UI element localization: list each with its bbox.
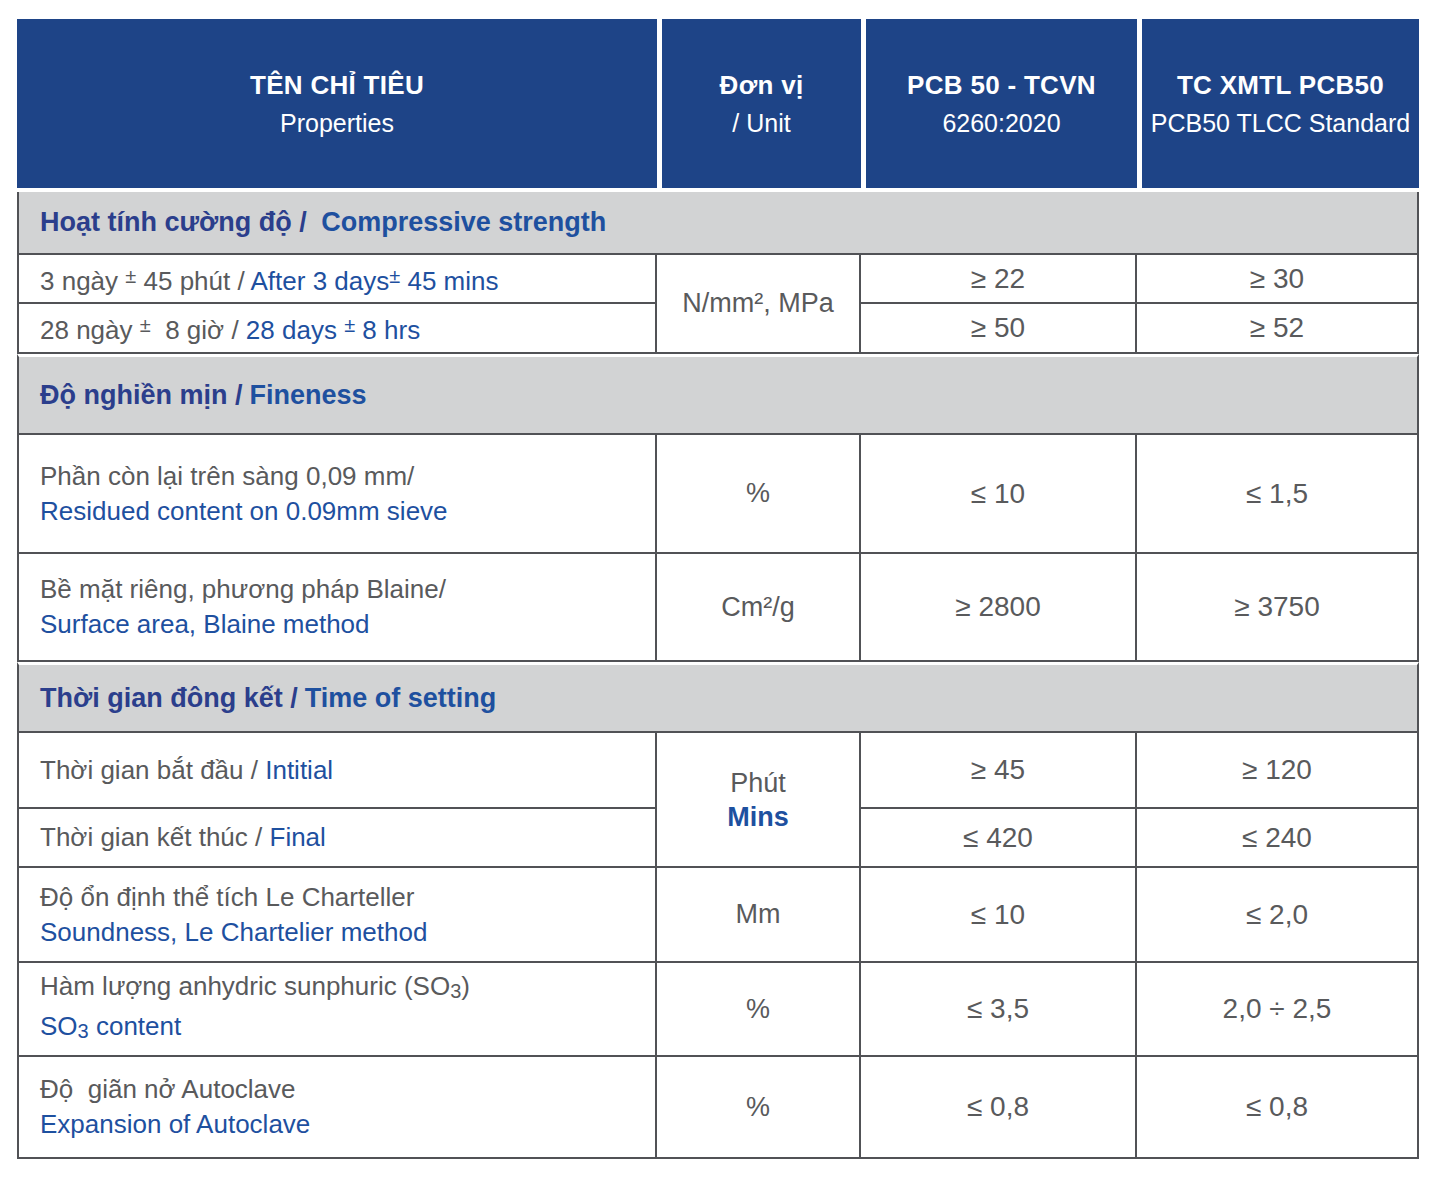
table-body: Hoạt tính cường độ / Compressive strengt… [17, 192, 1419, 1159]
section-strength-vn: Hoạt tính cường độ / [40, 207, 307, 237]
section-title-fineness: Độ nghiền mịn /Fineness [17, 354, 1419, 435]
value-autoclave-tcxmtl: ≤ 0,8 [1137, 1057, 1419, 1159]
row-setting-initial: Thời gian bắt đầu / Intitial Phút Mins ≥… [17, 733, 1419, 809]
unit-soundness: Mm [657, 868, 861, 963]
row-soundness: Độ ổn định thể tích Le Charteller Soundn… [17, 868, 1419, 963]
section-fineness-en: Fineness [250, 380, 367, 410]
value-setting-initial-pcb50: ≥ 45 [861, 733, 1137, 809]
unit-sieve: % [657, 435, 861, 554]
unit-so3: % [657, 963, 861, 1057]
value-strength-28days-tcxmtl: ≥ 52 [1137, 304, 1419, 354]
property-blaine-surface: Bề mặt riêng, phương pháp Blaine/ Surfac… [17, 554, 657, 662]
header-properties-vn: TÊN CHỈ TIÊU [250, 70, 424, 101]
section-setting-vn: Thời gian đông kết / [40, 683, 298, 713]
row-strength-3days: 3 ngày ± 45 phút / After 3 days± 45 mins… [17, 255, 1419, 304]
property-setting-initial: Thời gian bắt đầu / Intitial [17, 733, 657, 809]
property-setting-final: Thời gian kết thúc / Final [17, 809, 657, 868]
value-soundness-tcxmtl: ≤ 2,0 [1137, 868, 1419, 963]
cement-spec-table: TÊN CHỈ TIÊU Properties Đơn vị / Unit PC… [17, 19, 1419, 1159]
unit-setting-time: Phút Mins [657, 733, 861, 868]
unit-autoclave: % [657, 1057, 861, 1159]
value-setting-initial-tcxmtl: ≥ 120 [1137, 733, 1419, 809]
header-tcxmtl-sub: PCB50 TLCC Standard [1151, 109, 1410, 138]
header-unit-vn: Đơn vị [720, 70, 804, 101]
property-strength-28days: 28 ngày ± 8 giờ / 28 days ± 8 hrs [17, 304, 657, 354]
row-blaine-surface: Bề mặt riêng, phương pháp Blaine/ Surfac… [17, 554, 1419, 662]
value-autoclave-pcb50: ≤ 0,8 [861, 1057, 1137, 1159]
section-title-compressive-strength: Hoạt tính cường độ / Compressive strengt… [17, 192, 1419, 255]
property-strength-3days: 3 ngày ± 45 phút / After 3 days± 45 mins [17, 255, 657, 304]
section-row-compressive-strength: Hoạt tính cường độ / Compressive strengt… [17, 192, 1419, 255]
property-sieve-residue: Phần còn lại trên sàng 0,09 mm/ Residued… [17, 435, 657, 554]
header-cell-unit: Đơn vị / Unit [657, 19, 861, 188]
section-row-setting-time: Thời gian đông kết /Time of setting [17, 662, 1419, 733]
section-title-setting-time: Thời gian đông kết /Time of setting [17, 662, 1419, 733]
header-tcxmtl-title: TC XMTL PCB50 [1177, 70, 1384, 101]
value-sieve-pcb50: ≤ 10 [861, 435, 1137, 554]
property-soundness: Độ ổn định thể tích Le Charteller Soundn… [17, 868, 657, 963]
row-sieve-residue: Phần còn lại trên sàng 0,09 mm/ Residued… [17, 435, 1419, 554]
value-strength-28days-pcb50: ≥ 50 [861, 304, 1137, 354]
section-row-fineness: Độ nghiền mịn /Fineness [17, 354, 1419, 435]
section-setting-en: Time of setting [305, 683, 497, 713]
section-fineness-vn: Độ nghiền mịn / [40, 380, 243, 410]
header-unit-en: / Unit [732, 109, 790, 138]
section-strength-en: Compressive strength [314, 207, 607, 237]
value-soundness-pcb50: ≤ 10 [861, 868, 1137, 963]
header-pcb50-title: PCB 50 - TCVN [907, 70, 1096, 101]
row-autoclave-expansion: Độ giãn nở Autoclave Expansion of Autocl… [17, 1057, 1419, 1159]
header-cell-properties: TÊN CHỈ TIÊU Properties [17, 19, 657, 188]
value-setting-final-tcxmtl: ≤ 240 [1137, 809, 1419, 868]
value-blaine-pcb50: ≥ 2800 [861, 554, 1137, 662]
value-strength-3days-pcb50: ≥ 22 [861, 255, 1137, 304]
table-header-row: TÊN CHỈ TIÊU Properties Đơn vị / Unit PC… [17, 19, 1419, 188]
value-sieve-tcxmtl: ≤ 1,5 [1137, 435, 1419, 554]
unit-blaine: Cm²/g [657, 554, 861, 662]
value-strength-3days-tcxmtl: ≥ 30 [1137, 255, 1419, 304]
value-so3-tcxmtl: 2,0 ÷ 2,5 [1137, 963, 1419, 1057]
header-cell-tc-xmtl: TC XMTL PCB50 PCB50 TLCC Standard [1137, 19, 1419, 188]
property-autoclave-expansion: Độ giãn nở Autoclave Expansion of Autocl… [17, 1057, 657, 1159]
header-properties-en: Properties [280, 109, 394, 138]
unit-strength: N/mm², MPa [657, 255, 861, 354]
value-setting-final-pcb50: ≤ 420 [861, 809, 1137, 868]
header-cell-pcb50-tcvn: PCB 50 - TCVN 6260:2020 [861, 19, 1137, 188]
value-so3-pcb50: ≤ 3,5 [861, 963, 1137, 1057]
row-so3-content: Hàm lượng anhydric sunphuric (SO3) SO3 c… [17, 963, 1419, 1057]
property-so3-content: Hàm lượng anhydric sunphuric (SO3) SO3 c… [17, 963, 657, 1057]
value-blaine-tcxmtl: ≥ 3750 [1137, 554, 1419, 662]
header-pcb50-sub: 6260:2020 [942, 109, 1060, 138]
